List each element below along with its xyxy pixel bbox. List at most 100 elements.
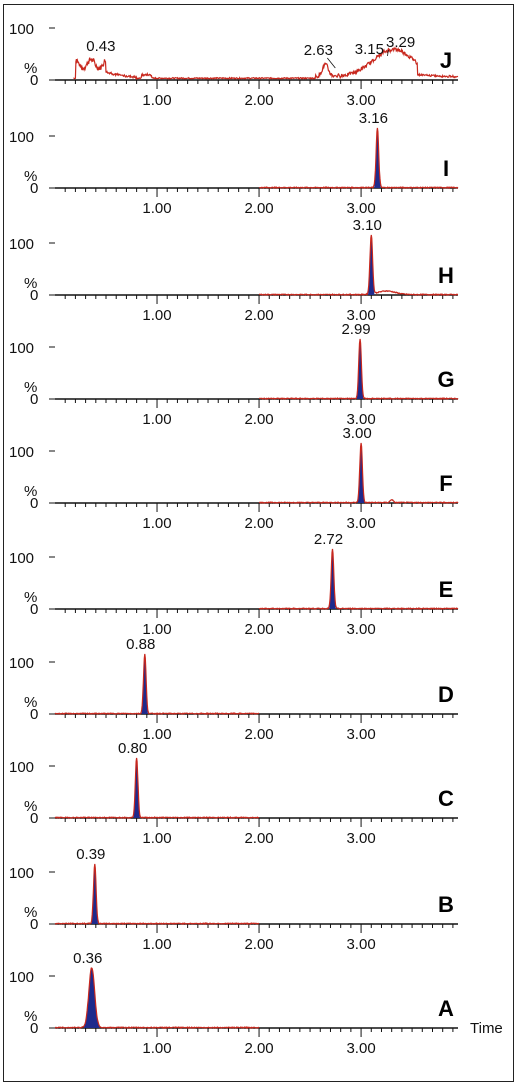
panel-letter: A — [438, 996, 454, 1021]
peak-area-C-0 — [133, 758, 140, 818]
x-tick-label: 2.00 — [244, 1040, 273, 1057]
peak-leader — [387, 49, 389, 57]
x-tick-label: 1.00 — [142, 200, 171, 217]
y-tick-0: 0 — [30, 72, 38, 89]
chromatogram-panel-B: 100%0 1.00 2.00 3.00 0.39 B — [9, 846, 458, 953]
trace-line-B — [54, 863, 260, 926]
x-tick-label: 3.00 — [346, 726, 375, 743]
y-axis-percent: % — [24, 1008, 37, 1025]
y-tick-0: 0 — [30, 495, 38, 512]
peak-label: 3.29 — [386, 34, 415, 51]
y-tick-100: 100 — [9, 236, 34, 253]
y-tick-0: 0 — [30, 391, 38, 408]
x-tick-label: 1.00 — [142, 515, 171, 532]
panel-letter: B — [438, 892, 454, 917]
x-tick-label: 2.00 — [244, 515, 273, 532]
x-tick-label: 2.00 — [244, 307, 273, 324]
x-tick-label: 1.00 — [142, 726, 171, 743]
x-tick-label: 2.00 — [244, 830, 273, 847]
chromatogram-panel-F: 100%0 1.00 2.00 3.00 3.00 F — [9, 425, 459, 532]
y-tick-0: 0 — [30, 287, 38, 304]
panel-letter: F — [439, 471, 452, 496]
y-axis-percent: % — [24, 904, 37, 921]
chromatogram-panel-A: 100%0 1.00 2.00 3.00 0.36 A — [9, 950, 458, 1057]
x-tick-label: 3.00 — [346, 92, 375, 109]
chromatogram-panel-E: 100%0 1.00 2.00 3.00 2.72 E — [9, 531, 459, 638]
y-tick-100: 100 — [9, 444, 34, 461]
trace-line-E — [258, 548, 459, 611]
x-tick-label: 2.00 — [244, 92, 273, 109]
y-tick-100: 100 — [9, 759, 34, 776]
trace-line-A — [55, 967, 260, 1030]
x-tick-label: 1.00 — [142, 411, 171, 428]
chromatogram-panel-J: 100%0 1.00 2.00 3.00 0.43 2.63 3.15 3.29 J — [9, 21, 459, 109]
panel-letter: C — [438, 786, 454, 811]
peak-label: 0.36 — [73, 950, 102, 967]
x-tick-label: 1.00 — [142, 621, 171, 638]
chromatogram-panel-I: 100%0 1.00 2.00 3.00 3.16 I — [9, 110, 459, 217]
x-tick-label: 3.00 — [346, 307, 375, 324]
x-tick-label: 1.00 — [142, 92, 171, 109]
y-tick-0: 0 — [30, 601, 38, 618]
peak-label: 0.88 — [126, 636, 155, 653]
y-tick-100: 100 — [9, 550, 34, 567]
x-tick-label: 1.00 — [142, 1040, 171, 1057]
trace-line-J — [73, 46, 459, 81]
panel-letter: D — [438, 682, 454, 707]
y-tick-0: 0 — [30, 1020, 38, 1037]
y-tick-100: 100 — [9, 865, 34, 882]
trace-line-D — [54, 653, 260, 716]
y-axis-percent: % — [24, 798, 37, 815]
peak-label: 0.43 — [86, 38, 115, 55]
figure-frame — [3, 4, 514, 1082]
peak-label: 0.80 — [118, 740, 147, 757]
peak-area-G-0 — [357, 339, 364, 399]
y-tick-0: 0 — [30, 706, 38, 723]
x-tick-label: 3.00 — [346, 621, 375, 638]
y-tick-100: 100 — [9, 655, 34, 672]
peak-label: 2.72 — [314, 531, 343, 548]
y-tick-100: 100 — [9, 21, 34, 38]
chromatogram-panel-H: 100%0 1.00 2.00 3.00 3.10 H — [9, 217, 458, 324]
trace-line-H — [258, 234, 458, 297]
y-tick-100: 100 — [9, 129, 34, 146]
trace-line-G — [259, 338, 459, 400]
peak-leader — [327, 57, 336, 69]
peak-label: 3.15 — [355, 41, 384, 58]
peak-area-E-0 — [329, 549, 336, 609]
x-axis-title: Time — [470, 1020, 503, 1037]
x-tick-label: 2.00 — [244, 621, 273, 638]
y-tick-100: 100 — [9, 969, 34, 986]
x-tick-label: 3.00 — [346, 1040, 375, 1057]
y-tick-0: 0 — [30, 180, 38, 197]
x-tick-label: 2.00 — [244, 411, 273, 428]
x-tick-label: 3.00 — [346, 200, 375, 217]
y-axis-percent: % — [24, 275, 37, 292]
x-tick-label: 2.00 — [244, 936, 273, 953]
y-axis-percent: % — [24, 168, 37, 185]
x-tick-label: 3.00 — [346, 411, 375, 428]
y-axis-percent: % — [24, 694, 37, 711]
y-axis-percent: % — [24, 483, 37, 500]
peak-label: 0.39 — [76, 846, 105, 863]
peak-area-A-0 — [84, 968, 100, 1028]
panel-letter: H — [438, 263, 454, 288]
x-tick-label: 1.00 — [142, 830, 171, 847]
chromatogram-panel-D: 100%0 1.00 2.00 3.00 0.88 D — [9, 636, 458, 743]
peak-label: 3.10 — [353, 217, 382, 234]
y-tick-0: 0 — [30, 916, 38, 933]
x-tick-label: 2.00 — [244, 726, 273, 743]
x-tick-label: 1.00 — [142, 936, 171, 953]
peak-label: 3.16 — [359, 110, 388, 127]
x-tick-label: 2.00 — [244, 200, 273, 217]
panel-letter: J — [440, 48, 452, 73]
y-tick-100: 100 — [9, 340, 34, 357]
trace-line-I — [259, 127, 459, 190]
x-tick-label: 3.00 — [346, 936, 375, 953]
y-axis-percent: % — [24, 379, 37, 396]
trace-line-F — [258, 442, 459, 504]
peak-label: 3.00 — [342, 425, 371, 442]
panel-letter: E — [439, 577, 454, 602]
x-tick-label: 3.00 — [346, 830, 375, 847]
